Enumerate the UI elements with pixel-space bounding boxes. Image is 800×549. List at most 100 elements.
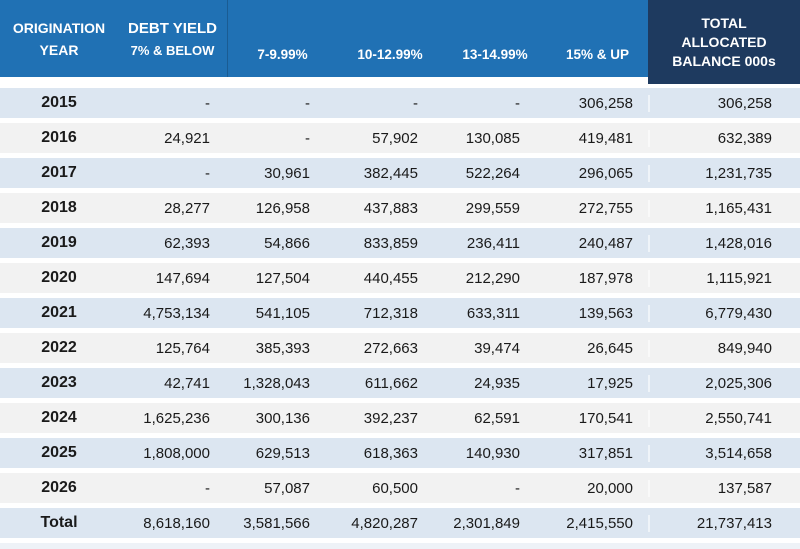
- cell-10-12: 57,902: [372, 129, 418, 147]
- cell-7-below: 24,921: [164, 129, 210, 147]
- bottom-strip: [0, 543, 800, 549]
- table-row: 2022 125,764 385,393 272,663 39,474 26,6…: [0, 333, 800, 363]
- header-range-7-9: 7-9.99%: [227, 0, 337, 77]
- cell-7-below: 62,393: [164, 234, 210, 252]
- cell-10-12: 611,662: [364, 374, 418, 392]
- header-total-allocated-balance: TOTAL ALLOCATED BALANCE 000s: [648, 0, 800, 84]
- table-body: 2015 - - - - 306,258 306,258 2016 24,921…: [0, 84, 800, 538]
- table-row: 2020 147,694 127,504 440,455 212,290 187…: [0, 263, 800, 293]
- cell-10-12: 437,883: [363, 199, 418, 217]
- row-year: 2019: [41, 234, 77, 251]
- row-year: 2026: [41, 479, 77, 496]
- cell-total-allocated: 1,115,921: [648, 269, 800, 287]
- cell-10-12: 4,820,287: [351, 514, 418, 532]
- cell-13-14: 130,085: [465, 129, 520, 147]
- cell-7-below: -: [205, 479, 210, 497]
- table-row: 2017 - 30,961 382,445 522,264 296,065 1,…: [0, 158, 800, 188]
- table-row: 2023 42,741 1,328,043 611,662 24,935 17,…: [0, 368, 800, 398]
- header-total-line1: TOTAL: [701, 14, 747, 31]
- table-header-row: ORIGINATION YEAR DEBT YIELD 7% & BELOW 7…: [0, 0, 800, 84]
- table-total-row: Total 8,618,160 3,581,566 4,820,287 2,30…: [0, 508, 800, 538]
- cell-10-12: 833,859: [363, 234, 418, 252]
- table-row: 2019 62,393 54,866 833,859 236,411 240,4…: [0, 228, 800, 258]
- header-debt-yield-7-below: DEBT YIELD 7% & BELOW: [118, 0, 227, 77]
- cell-10-12: 272,663: [363, 339, 418, 357]
- cell-13-14: 39,474: [474, 339, 520, 357]
- row-year: 2021: [41, 304, 77, 321]
- table-row: 2024 1,625,236 300,136 392,237 62,591 17…: [0, 403, 800, 433]
- cell-15-up: 296,065: [578, 164, 633, 182]
- cell-15-up: 240,487: [578, 234, 633, 252]
- cell-7-below: 1,625,236: [143, 409, 210, 427]
- cell-7-9: 300,136: [255, 409, 310, 427]
- row-year: 2024: [41, 409, 77, 426]
- row-year: 2023: [41, 374, 77, 391]
- table-row: 2025 1,808,000 629,513 618,363 140,930 3…: [0, 438, 800, 468]
- cell-total-allocated: 21,737,413: [648, 514, 800, 532]
- row-year: 2018: [41, 199, 77, 216]
- header-origination-line2: YEAR: [39, 41, 79, 58]
- cell-13-14: -: [515, 94, 520, 112]
- cell-7-9: 30,961: [264, 164, 310, 182]
- cell-7-9: 629,513: [255, 444, 310, 462]
- cell-10-12: 392,237: [363, 409, 418, 427]
- cell-15-up: 306,258: [578, 94, 633, 112]
- header-debt-yield-label: DEBT YIELD: [128, 19, 217, 37]
- cell-7-below: 4,753,134: [143, 304, 210, 322]
- cell-7-below: 125,764: [155, 339, 210, 357]
- header-range-13-14: 13-14.99%: [443, 0, 547, 77]
- cell-total-allocated: 3,514,658: [648, 444, 800, 462]
- cell-total-allocated: 1,428,016: [648, 234, 800, 252]
- cell-total-allocated: 2,025,306: [648, 374, 800, 392]
- cell-7-below: -: [205, 164, 210, 182]
- table-row: 2021 4,753,134 541,105 712,318 633,311 1…: [0, 298, 800, 328]
- cell-13-14: 236,411: [466, 234, 520, 252]
- cell-7-9: 126,958: [255, 199, 310, 217]
- table-row: 2016 24,921 - 57,902 130,085 419,481 632…: [0, 123, 800, 153]
- cell-15-up: 17,925: [587, 374, 633, 392]
- cell-13-14: 140,930: [465, 444, 520, 462]
- cell-7-9: 3,581,566: [243, 514, 310, 532]
- row-year: Total: [40, 514, 78, 531]
- cell-10-12: 60,500: [372, 479, 418, 497]
- cell-7-9: 541,105: [255, 304, 310, 322]
- cell-15-up: 26,645: [587, 339, 633, 357]
- cell-7-9: 54,866: [264, 234, 310, 252]
- cell-7-below: 28,277: [164, 199, 210, 217]
- cell-15-up: 317,851: [578, 444, 633, 462]
- table-row: 2015 - - - - 306,258 306,258: [0, 88, 800, 118]
- cell-15-up: 187,978: [578, 269, 633, 287]
- cell-7-below: 1,808,000: [143, 444, 210, 462]
- cell-total-allocated: 1,165,431: [648, 199, 800, 217]
- cell-total-allocated: 849,940: [648, 339, 800, 357]
- cell-10-12: 712,318: [363, 304, 418, 322]
- cell-10-12: 440,455: [363, 269, 418, 287]
- cell-13-14: 62,591: [474, 409, 520, 427]
- cell-total-allocated: 1,231,735: [648, 164, 800, 182]
- row-year: 2016: [41, 129, 77, 146]
- cell-10-12: -: [413, 94, 418, 112]
- cell-7-below: 8,618,160: [143, 514, 210, 532]
- header-range-10-12: 10-12.99%: [337, 0, 443, 77]
- header-origination-year: ORIGINATION YEAR: [0, 0, 118, 77]
- cell-13-14: 212,290: [465, 269, 520, 287]
- cell-7-9: 1,328,043: [243, 374, 310, 392]
- cell-15-up: 272,755: [578, 199, 633, 217]
- header-total-line3: BALANCE 000s: [672, 52, 776, 69]
- cell-total-allocated: 632,389: [648, 129, 800, 147]
- cell-total-allocated: 6,779,430: [648, 304, 800, 322]
- cell-7-9: 127,504: [255, 269, 310, 287]
- cell-15-up: 2,415,550: [566, 514, 633, 532]
- header-origination-line1: ORIGINATION: [12, 19, 106, 36]
- cell-15-up: 170,541: [578, 409, 633, 427]
- row-year: 2020: [41, 269, 77, 286]
- table-row: 2026 - 57,087 60,500 - 20,000 137,587: [0, 473, 800, 503]
- cell-13-14: 633,311: [466, 304, 520, 322]
- cell-10-12: 618,363: [363, 444, 418, 462]
- row-year: 2022: [41, 339, 77, 356]
- cell-15-up: 419,481: [578, 129, 633, 147]
- header-range-15-up: 15% & UP: [547, 0, 648, 77]
- cell-13-14: -: [515, 479, 520, 497]
- cell-7-9: -: [305, 94, 310, 112]
